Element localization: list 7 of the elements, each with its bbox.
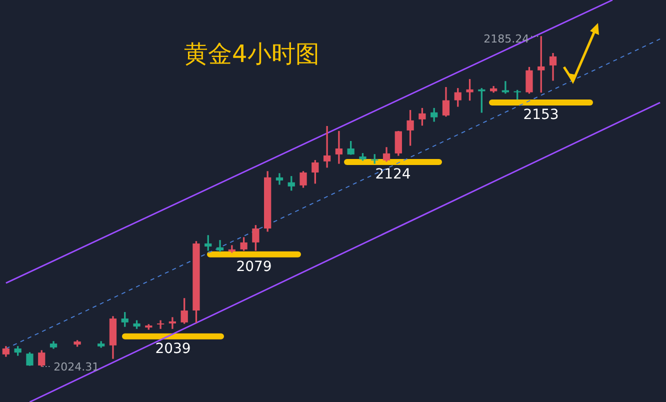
ref-line-label: 2124 [375,166,411,183]
chart-title: 黄金4小时图 [184,39,320,70]
ref-line-label: 2153 [523,107,559,124]
ref-line-label: 2079 [236,258,272,275]
ref-line-label: 2039 [155,341,191,358]
annotation: 2024.31 [54,360,100,374]
annotation: 2185.24 [484,32,530,46]
